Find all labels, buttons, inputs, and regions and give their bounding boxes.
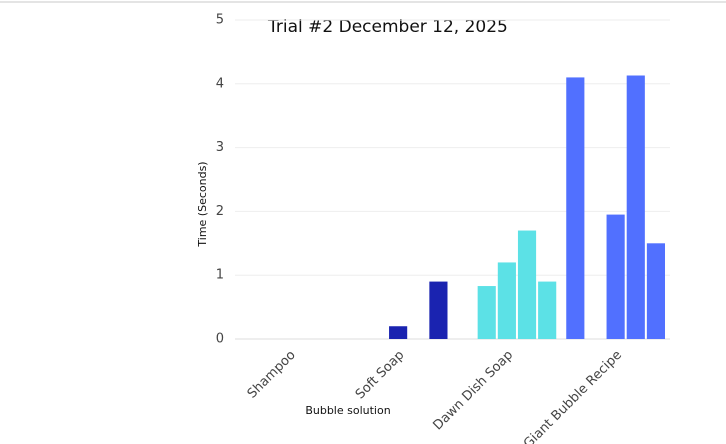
- bar: [626, 75, 645, 340]
- x-axis-title: Bubble solution: [305, 404, 390, 417]
- y-tick-label: 2: [216, 204, 224, 219]
- bar: [646, 243, 665, 339]
- bar: [566, 77, 585, 340]
- bar: [538, 281, 557, 339]
- bar: [517, 230, 537, 339]
- y-tick-label: 1: [216, 268, 224, 283]
- x-tick-label: Dawn Dish Soap: [430, 348, 516, 434]
- x-tick-label: Giant Bubble Recipe: [521, 348, 625, 444]
- bar: [389, 326, 408, 339]
- y-tick-label: 5: [216, 13, 224, 28]
- bar: [497, 262, 516, 339]
- bar: [606, 214, 625, 339]
- bar: [477, 286, 496, 339]
- bar: [429, 281, 448, 339]
- y-tick-label: 0: [216, 332, 224, 347]
- x-tick-label: Soft Soap: [353, 348, 408, 403]
- y-tick-label: 4: [216, 76, 224, 91]
- y-tick-label: 3: [216, 140, 224, 155]
- y-axis-title: Time (Seconds): [196, 161, 209, 247]
- chart-title: Trial #2 December 12, 2025: [267, 17, 508, 37]
- x-tick-label: Shampoo: [245, 348, 299, 402]
